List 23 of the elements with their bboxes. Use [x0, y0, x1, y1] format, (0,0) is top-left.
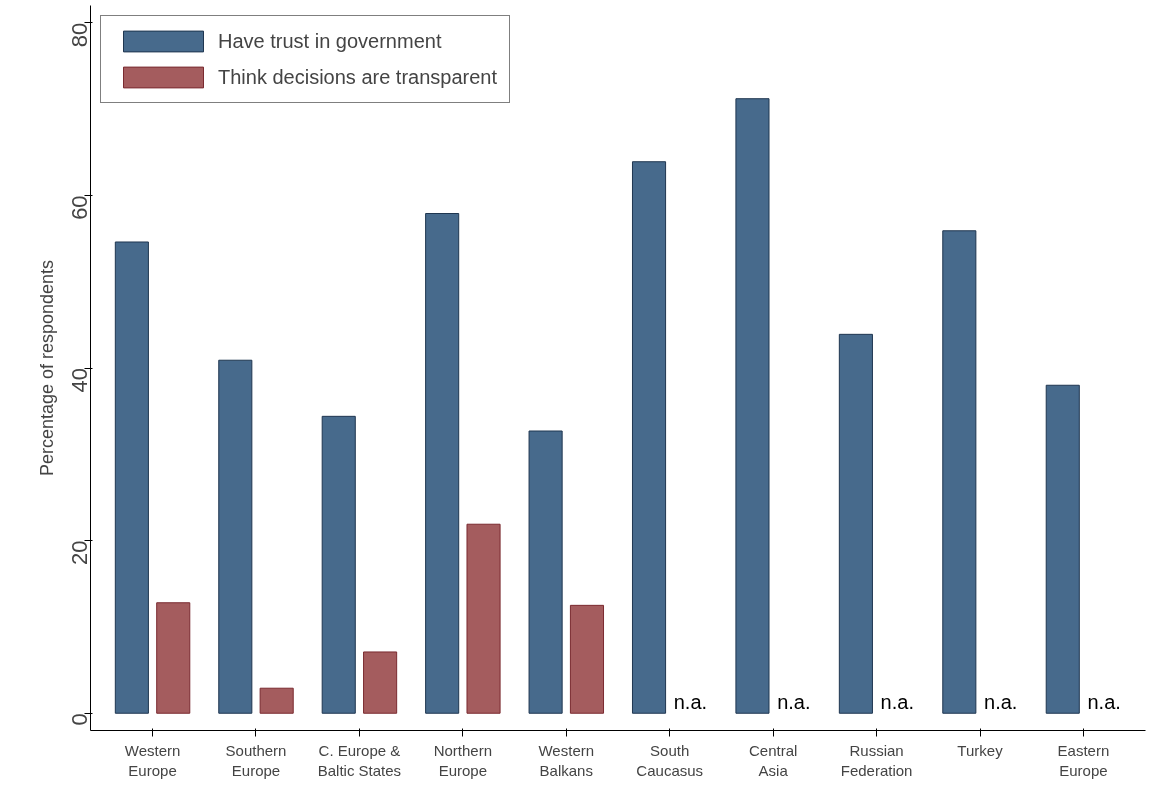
- y-axis-title: Percentage of respondents: [36, 259, 57, 477]
- y-tick-label: 80: [67, 22, 92, 48]
- y-tick-label: 60: [67, 195, 92, 220]
- x-tick-label: South Caucasus: [636, 741, 704, 779]
- x-tick-label: C. Europe & Baltic States: [317, 741, 402, 779]
- x-tick-label: Russian Federation: [840, 741, 913, 779]
- annotation: n.a.: [777, 691, 811, 714]
- annotation: n.a.: [984, 691, 1018, 714]
- y-tick-label: 20: [67, 540, 92, 566]
- annotation: n.a.: [1087, 691, 1121, 714]
- x-tick-label: Central Asia: [748, 741, 798, 779]
- x-tick-label: Turkey: [957, 741, 1004, 759]
- x-tick-label: Northern Europe: [433, 741, 493, 779]
- legend-label: Think decisions are transparent: [218, 65, 498, 89]
- legend-label: Have trust in government: [218, 29, 442, 53]
- x-tick-label: Southern Europe: [225, 741, 287, 779]
- x-tick-label: Western Europe: [124, 741, 181, 779]
- x-tick-label: Western Balkans: [538, 741, 595, 779]
- annotation: n.a.: [673, 691, 708, 714]
- y-tick-label: 0: [67, 713, 92, 726]
- y-tick-label: 40: [67, 367, 92, 393]
- annotation: n.a.: [880, 691, 914, 714]
- x-tick-label: Eastern Europe: [1057, 741, 1110, 779]
